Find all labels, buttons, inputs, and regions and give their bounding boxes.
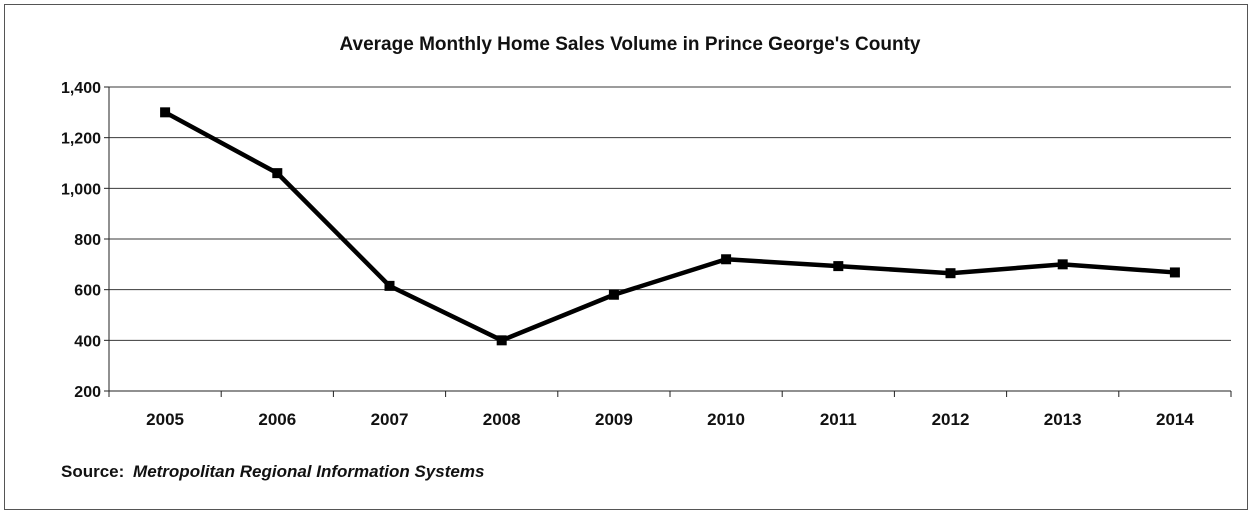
series-line [162,110,1178,343]
source-name: Metropolitan Regional Information System… [133,462,484,481]
data-point-2013 [1057,259,1068,270]
data-point-2009 [608,289,619,300]
data-point-2006 [272,168,283,179]
gridlines [109,86,1231,341]
data-point-2014 [1169,267,1180,278]
data-point-2011 [833,261,844,272]
x-tick-label: 2013 [1044,410,1082,429]
y-tick-label: 600 [74,283,101,300]
line-chart: Average Monthly Home Sales Volume in Pri… [61,34,1232,481]
data-point-2012 [945,268,956,279]
data-point-2005 [160,107,171,118]
x-tick-label: 2008 [483,410,521,429]
y-tick-label: 1,200 [61,131,101,148]
series-markers [160,107,1180,346]
y-tick-label: 1,000 [61,181,101,198]
y-axis-tick-labels: 200 400 600 800 1,000 1,200 1,400 [61,80,101,401]
series-line-0 [162,110,1178,343]
x-axis-tick-labels: 2005 2006 2007 2008 2009 2010 2011 2012 2013 2014 [146,410,1194,429]
x-tick-label: 2010 [707,410,745,429]
chart-title: Average Monthly Home Sales Volume in Pri… [340,34,921,55]
x-tick-label: 2005 [146,410,184,429]
y-tick-label: 400 [74,333,101,350]
data-point-2008 [496,335,507,346]
y-tick-label: 200 [74,384,101,401]
x-tick-label: 2007 [371,410,409,429]
x-tick-label: 2009 [595,410,633,429]
y-tick-label: 1,400 [61,80,101,97]
source-note: Source: Metropolitan Regional Informatio… [61,462,484,481]
source-label: Source: [61,462,124,481]
x-tick-label: 2006 [258,410,296,429]
x-tick-label: 2012 [932,410,970,429]
x-tick-label: 2011 [820,410,857,429]
axes [104,86,1232,397]
data-point-2007 [384,280,395,291]
data-point-2010 [721,254,732,265]
x-tick-label: 2014 [1156,410,1194,429]
chart-frame: Average Monthly Home Sales Volume in Pri… [4,4,1248,510]
y-tick-label: 800 [74,232,101,249]
